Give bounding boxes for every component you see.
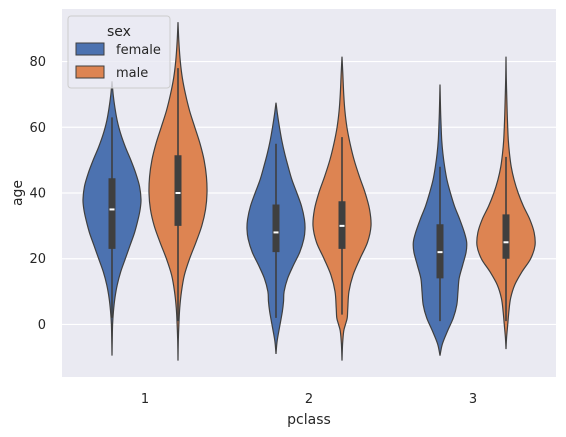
violin-female-3 (412, 84, 468, 356)
y-tick-label: 0 (38, 318, 46, 333)
y-axis-title: age (10, 180, 26, 206)
legend: sex female male (67, 15, 171, 89)
x-tick-label: 1 (141, 392, 149, 407)
y-tick-labels: 0 20 40 60 80 (29, 55, 46, 333)
violin-male-3 (476, 56, 536, 350)
legend-label-female: female (116, 43, 161, 58)
y-tick-label: 60 (29, 121, 46, 136)
y-tick-label: 80 (29, 55, 46, 70)
violin-male-1 (148, 22, 208, 361)
grid-lines (62, 60, 556, 326)
y-tick-label: 20 (29, 252, 46, 267)
y-tick-label: 40 (29, 187, 46, 202)
legend-title: sex (107, 24, 131, 40)
violins (82, 22, 536, 361)
legend-swatch-female (75, 42, 105, 56)
legend-label-male: male (116, 66, 148, 81)
x-tick-label: 2 (305, 392, 313, 407)
x-tick-label: 3 (469, 392, 477, 407)
violin-female-2 (246, 102, 306, 355)
x-tick-labels: 1 2 3 (141, 392, 477, 407)
violin-male-2 (312, 56, 372, 361)
legend-swatch-male (75, 65, 105, 79)
x-axis-title: pclass (287, 412, 331, 428)
